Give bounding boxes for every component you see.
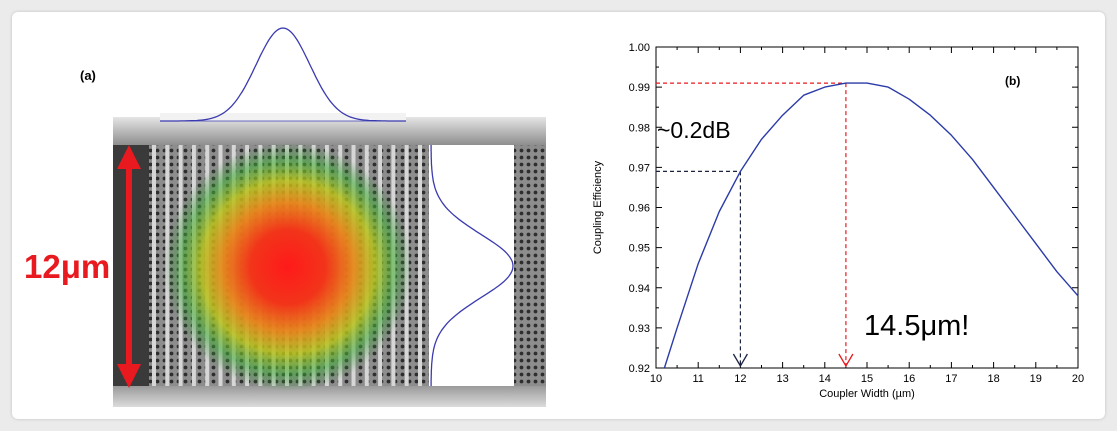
- x-tick-label: 19: [1030, 373, 1042, 385]
- x-tick-label: 11: [692, 373, 703, 385]
- x-tick-label: 17: [945, 373, 957, 385]
- efficiency-curve: [663, 82, 1079, 369]
- y-tick-label: 0.93: [629, 323, 650, 335]
- y-tick-label: 0.97: [629, 162, 650, 174]
- vertical-mode-profile: [430, 145, 514, 386]
- mode-field-spot: [164, 143, 412, 391]
- x-tick-label: 10: [650, 373, 662, 385]
- loss-annotation: ~0.2dB: [657, 117, 731, 143]
- x-tick-label: 15: [861, 373, 873, 385]
- x-tick-label: 18: [987, 373, 999, 385]
- x-axis-label: Coupler Width (µm): [819, 388, 915, 400]
- x-tick-label: 20: [1072, 373, 1084, 385]
- grating-bar: [418, 145, 422, 386]
- chart-axes: 10 11 12 13 14 15 16 17 18 19 20 0.92 0.93 0.94 0.95 0.…: [592, 42, 1084, 400]
- y-axis-label: Coupling Efficiency: [592, 160, 604, 254]
- right-grating-region: [514, 145, 546, 386]
- optimum-arrowhead: [838, 353, 854, 368]
- y-tick-label: 0.99: [629, 82, 650, 94]
- y-tick-label: 1.00: [629, 42, 650, 54]
- loss-arrowhead: [732, 353, 748, 368]
- optimum-annotation: 14.5μm!: [864, 310, 969, 342]
- y-tick-label: 0.95: [629, 243, 650, 255]
- x-tick-label: 16: [903, 373, 915, 385]
- panel-b-label: (b): [1005, 74, 1020, 88]
- dimension-label: 12μm: [24, 248, 110, 285]
- y-tick-label: 0.92: [629, 363, 650, 375]
- x-tick-label: 12: [734, 373, 746, 385]
- top-waveguide-wall: [113, 113, 546, 145]
- panel-a-label: (a): [80, 68, 96, 83]
- chart-series: [663, 82, 1079, 369]
- bottom-waveguide-wall: [113, 386, 546, 407]
- x-tick-label: 13: [776, 373, 788, 385]
- x-tick-label: 14: [819, 373, 831, 385]
- y-tick-label: 0.94: [629, 283, 650, 295]
- horizontal-mode-profile: [160, 27, 406, 122]
- y-tick-label: 0.96: [629, 203, 650, 215]
- y-tick-label: 0.98: [629, 122, 650, 134]
- grating-bar: [152, 145, 156, 386]
- chart-guides: [656, 82, 854, 368]
- side-profile-box: [429, 145, 514, 386]
